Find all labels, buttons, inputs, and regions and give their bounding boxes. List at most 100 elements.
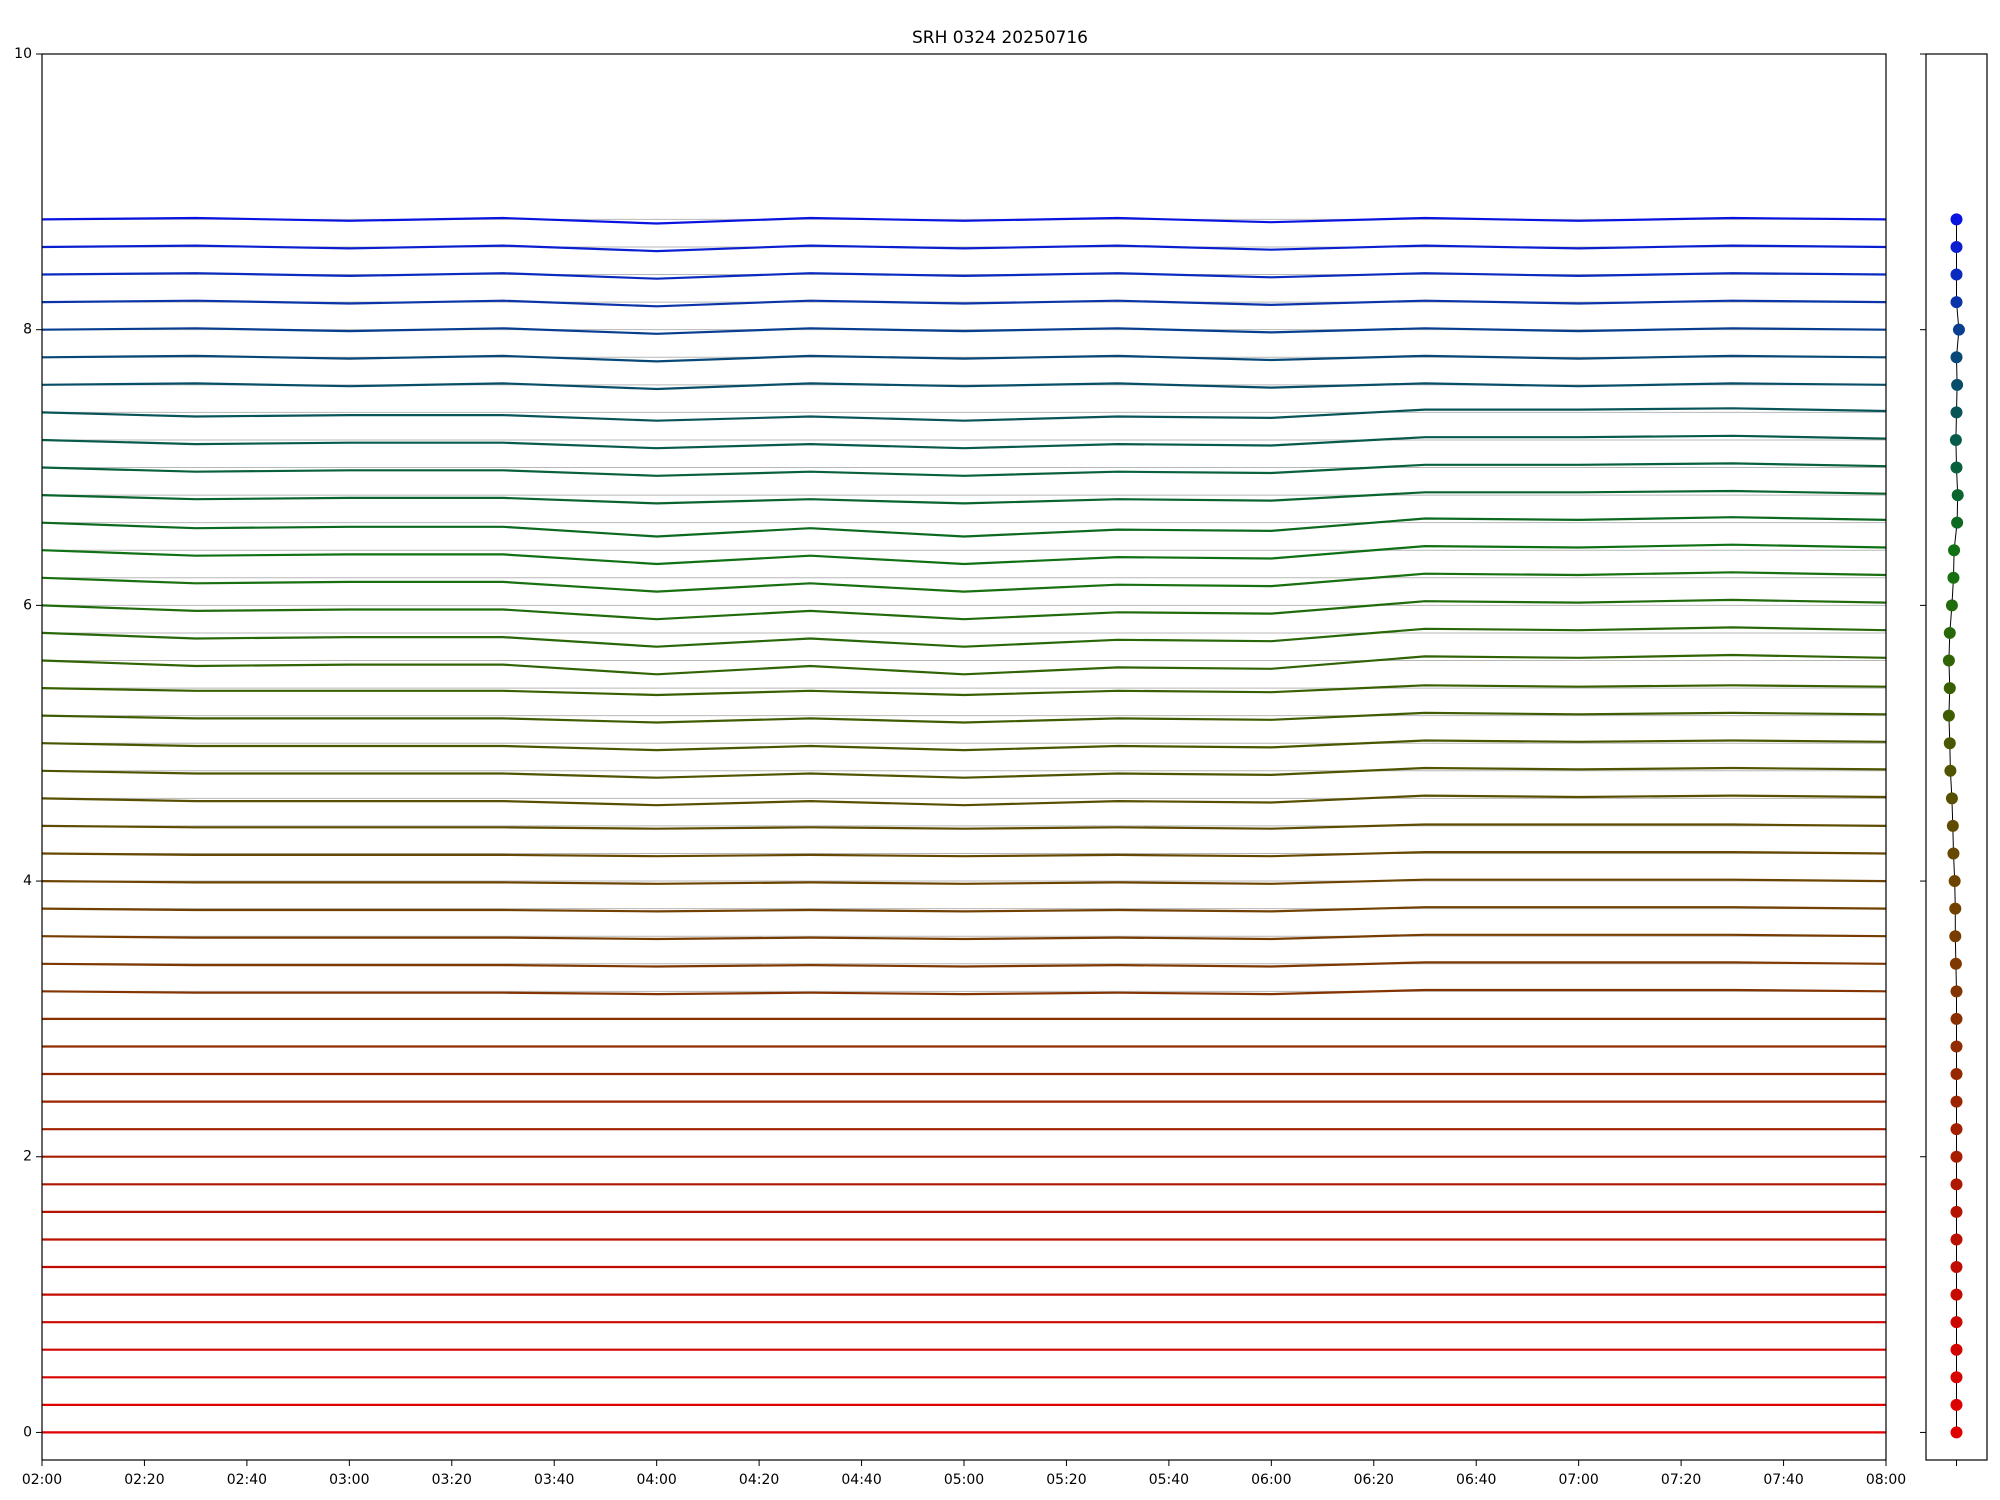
y-tick-label: 10 xyxy=(14,46,32,62)
profile-point xyxy=(1943,626,1956,639)
trace xyxy=(41,598,1887,621)
profile-point xyxy=(1942,654,1955,667)
x-tick-label: 04:20 xyxy=(739,1472,779,1488)
profile-point xyxy=(1950,1261,1963,1274)
trace xyxy=(41,988,1887,996)
x-tick-label: 07:00 xyxy=(1558,1472,1598,1488)
x-tick-label: 03:20 xyxy=(432,1472,472,1488)
x-tick-label: 06:20 xyxy=(1354,1472,1394,1488)
profile-point xyxy=(1950,1205,1963,1218)
trace xyxy=(41,961,1887,968)
profile-point xyxy=(1949,957,1962,970)
profile-point xyxy=(1950,1040,1963,1053)
trace xyxy=(41,906,1887,913)
profile-point xyxy=(1950,406,1963,419)
plot-frame xyxy=(41,53,1887,1461)
trace xyxy=(41,653,1887,676)
trace xyxy=(41,739,1887,752)
profile-point xyxy=(1950,240,1963,253)
trace xyxy=(41,382,1887,391)
profile-point xyxy=(1942,709,1955,722)
x-tick-label: 03:40 xyxy=(534,1472,574,1488)
profile-point xyxy=(1949,433,1962,446)
profile-point xyxy=(1947,571,1960,584)
trace xyxy=(41,299,1887,308)
trace xyxy=(41,489,1887,505)
trace xyxy=(41,626,1887,648)
profile-point xyxy=(1952,323,1965,336)
trace xyxy=(41,571,1887,593)
x-tick-label: 08:00 xyxy=(1866,1472,1906,1488)
trace xyxy=(41,216,1887,225)
y-tick-label: 8 xyxy=(23,322,32,338)
trace xyxy=(41,434,1887,450)
profile-point xyxy=(1950,1316,1963,1329)
x-tick-label: 02:00 xyxy=(22,1472,62,1488)
profile-point xyxy=(1950,213,1963,226)
profile-point xyxy=(1951,378,1964,391)
y-tick-label: 6 xyxy=(23,597,32,613)
trace xyxy=(41,272,1887,280)
profile-point xyxy=(1950,1095,1963,1108)
x-tick-label: 02:40 xyxy=(227,1472,267,1488)
profile-point xyxy=(1950,1233,1963,1246)
profile-point xyxy=(1950,1288,1963,1301)
trace xyxy=(41,711,1887,724)
chart-title: SRH 0324 20250716 xyxy=(912,28,1088,48)
profile-point xyxy=(1951,516,1964,529)
trace xyxy=(41,462,1887,477)
profile-point xyxy=(1950,1012,1963,1025)
profile-point xyxy=(1948,875,1961,888)
y-tick-label: 0 xyxy=(23,1424,32,1440)
profile-point xyxy=(1946,819,1959,832)
trace xyxy=(41,327,1887,335)
x-tick-label: 03:00 xyxy=(329,1472,369,1488)
profile-point xyxy=(1950,268,1963,281)
trace xyxy=(41,933,1887,941)
trace xyxy=(41,823,1887,830)
profile-point xyxy=(1950,1426,1963,1439)
trace xyxy=(41,244,1887,253)
profile-point xyxy=(1950,1371,1963,1384)
x-tick-label: 04:40 xyxy=(841,1472,881,1488)
profile-point xyxy=(1945,792,1958,805)
profile-point xyxy=(1950,296,1963,309)
side-axes xyxy=(1920,53,1988,1466)
x-tick-label: 07:20 xyxy=(1661,1472,1701,1488)
x-tick-label: 05:40 xyxy=(1149,1472,1189,1488)
profile-point xyxy=(1950,1068,1963,1081)
profile-point xyxy=(1950,1398,1963,1411)
trace xyxy=(41,407,1887,422)
x-tick-label: 02:20 xyxy=(124,1472,164,1488)
trace xyxy=(41,766,1887,779)
profile-point xyxy=(1950,1150,1963,1163)
profile-point xyxy=(1949,930,1962,943)
profile-point xyxy=(1949,902,1962,915)
x-tick-label: 07:40 xyxy=(1763,1472,1803,1488)
x-tick-label: 06:40 xyxy=(1456,1472,1496,1488)
profile-point xyxy=(1943,737,1956,750)
trace xyxy=(41,516,1887,538)
trace xyxy=(41,354,1887,363)
profile-point xyxy=(1945,599,1958,612)
x-tick-label: 05:20 xyxy=(1046,1472,1086,1488)
x-tick-label: 06:00 xyxy=(1251,1472,1291,1488)
main-axes: 0 2 4 6 8 10 02:00 02:20 02:40 03:00 03:20 03:40 04:… xyxy=(14,46,1906,1488)
y-tick-label: 4 xyxy=(23,873,32,889)
profile-point xyxy=(1950,1178,1963,1191)
trace xyxy=(41,878,1887,885)
x-tick-label: 04:00 xyxy=(636,1472,676,1488)
profile-point xyxy=(1950,1123,1963,1136)
profile-point xyxy=(1943,682,1956,695)
profile-point xyxy=(1947,847,1960,860)
trace xyxy=(41,543,1887,566)
profile-point xyxy=(1948,544,1961,557)
trace xyxy=(41,850,1887,858)
profile-point xyxy=(1950,985,1963,998)
trace xyxy=(41,684,1887,697)
profile-point xyxy=(1950,461,1963,474)
profile-point xyxy=(1950,1343,1963,1356)
trace xyxy=(41,794,1887,807)
x-tick-label: 05:00 xyxy=(944,1472,984,1488)
